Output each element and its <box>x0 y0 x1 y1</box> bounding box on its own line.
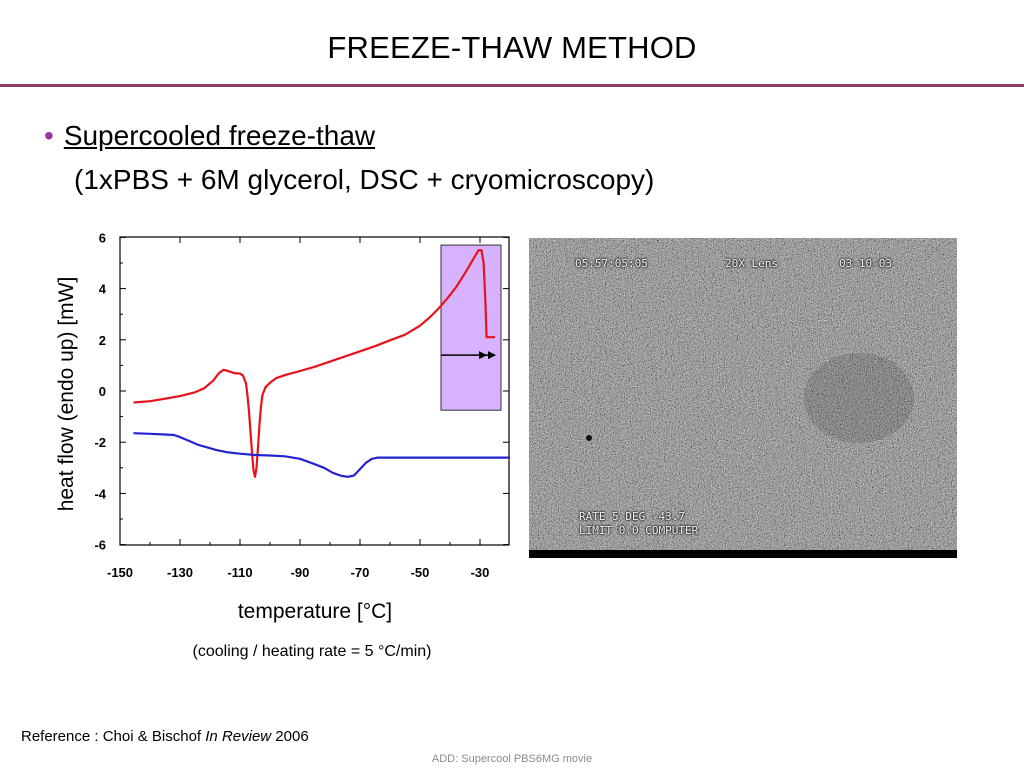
y-tick-label: 0 <box>99 384 106 399</box>
chart-caption: (cooling / heating rate = 5 °C/min) <box>193 643 432 660</box>
bullet-marker: • <box>44 120 54 151</box>
footnote: ADD: Supercool PBS6MG movie <box>431 753 593 765</box>
slide-title: FREEZE-THAW METHOD <box>327 30 697 65</box>
y-tick-label: -4 <box>94 486 106 501</box>
cooling-curve <box>133 432 510 478</box>
arrow-head <box>479 351 487 360</box>
micrograph-rate: RATE 5 DEG -43.7 <box>579 510 685 523</box>
y-tick-label: -2 <box>94 435 106 450</box>
y-tick-label: 2 <box>99 333 106 348</box>
micrograph-date: 03-10-03 <box>839 257 892 270</box>
y-tick-label: 4 <box>99 282 107 297</box>
plot-area: 6 4 2 0 -2 -4 -6-150 -130 -110 -90 -70 -50 -30 <box>94 230 510 580</box>
reference-suffix: 2006 <box>271 728 309 745</box>
heating-curve <box>133 249 495 478</box>
x-tick-label: -50 <box>411 565 430 580</box>
micrograph-timestamp: 05:57:05:05 <box>575 257 648 270</box>
x-tick-label: -150 <box>107 565 133 580</box>
title-divider <box>0 84 1024 87</box>
bullet-heading: Supercooled freeze-thaw <box>63 120 376 151</box>
x-tick-label: -110 <box>227 565 252 580</box>
micrograph-limit: LIMIT 0.0 COMPUTER <box>579 524 699 537</box>
y-tick-label: 6 <box>99 230 106 245</box>
x-tick-label: -70 <box>351 565 370 580</box>
cryomicroscopy-image: 05:57:05:05 20X Lens 03-10-03 RATE 5 DEG… <box>529 238 957 558</box>
reference-prefix: Reference : Choi & Bischof <box>21 728 206 745</box>
micrograph-texture <box>529 238 957 558</box>
x-tick-label: -90 <box>291 565 310 580</box>
x-tick-label: -130 <box>167 565 193 580</box>
y-axis-label: heat flow (endo up) [mW] <box>55 277 78 512</box>
bullet-subtext: (1xPBS + 6M glycerol, DSC + cryomicrosco… <box>74 164 655 195</box>
reference: Reference : Choi & Bischof In Review 200… <box>21 728 309 745</box>
highlight-box <box>440 244 502 411</box>
x-axis-label: temperature [°C] <box>238 600 392 623</box>
x-tick-label: -30 <box>471 565 490 580</box>
reference-italic: In Review <box>205 728 272 745</box>
y-tick-label: -6 <box>94 538 106 553</box>
micrograph-lens: 20X Lens <box>725 257 778 270</box>
bullet-item: • Supercooled freeze-thaw <box>44 118 375 154</box>
